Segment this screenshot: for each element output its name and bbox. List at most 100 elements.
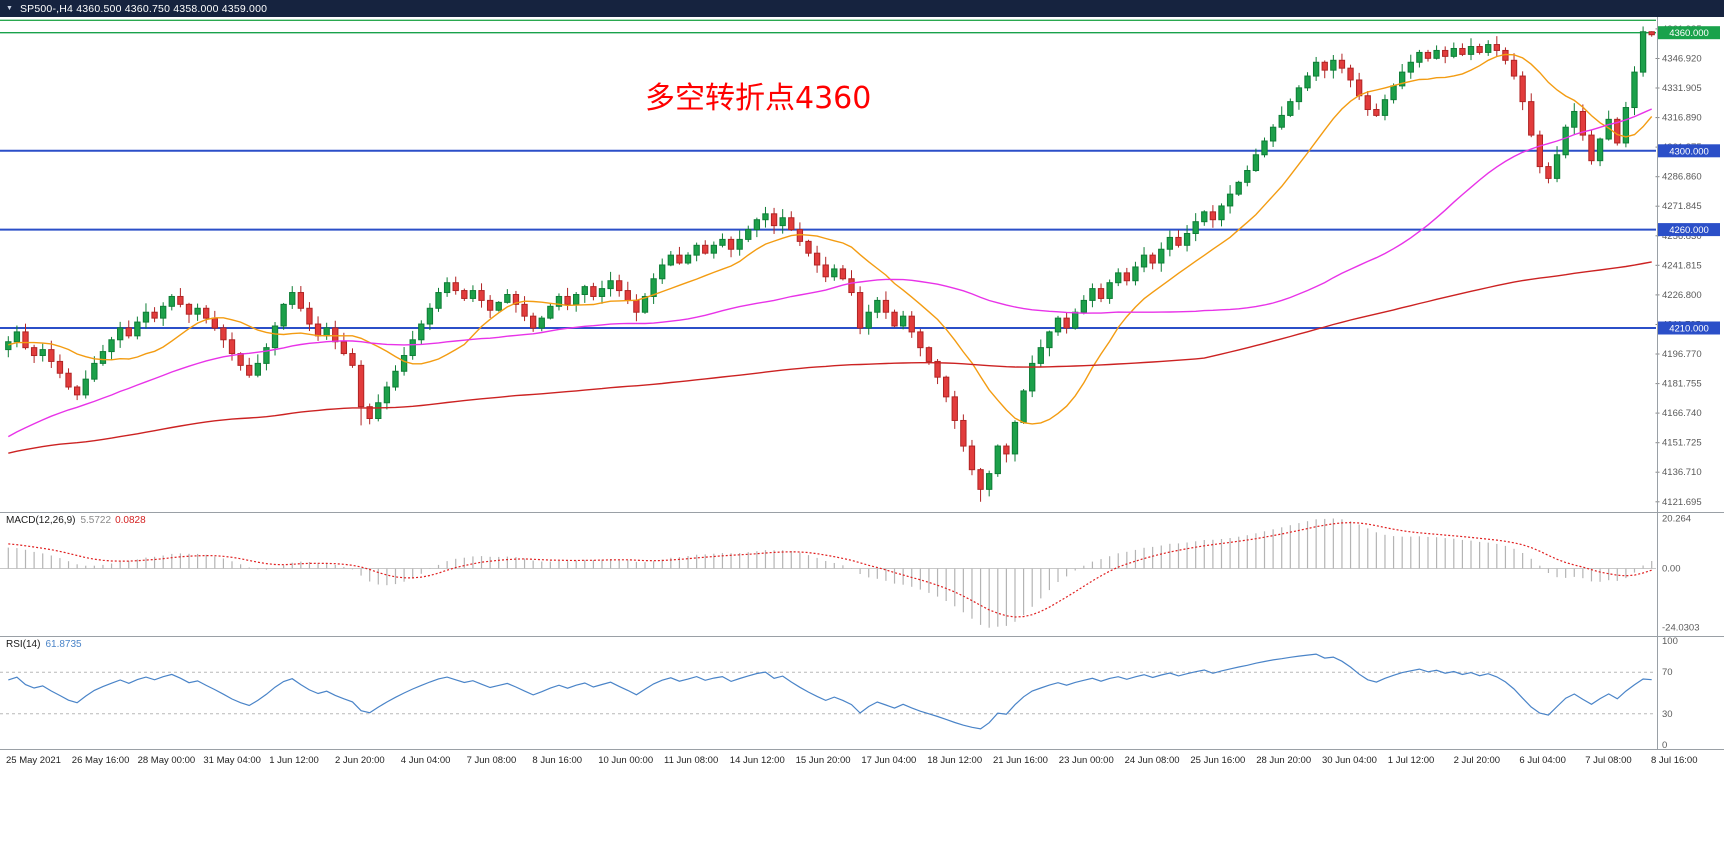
price-tick-label: 4241.815 <box>1662 260 1702 271</box>
chart-background[interactable] <box>0 17 1724 845</box>
time-axis-label: 24 Jun 08:00 <box>1125 755 1180 766</box>
candle-up <box>392 370 399 388</box>
candle-up <box>710 244 718 254</box>
candle-up <box>607 280 614 290</box>
candle-down <box>1063 317 1070 329</box>
time-axis-label: 25 Jun 16:00 <box>1190 755 1245 766</box>
price-level-badge <box>1658 144 1720 158</box>
macd-tick-label: -24.0303 <box>1662 623 1700 634</box>
candle-up <box>1192 221 1199 235</box>
time-axis-label: 28 May 00:00 <box>138 755 196 766</box>
candle-up <box>650 278 657 297</box>
symbol-dropdown-icon[interactable]: ▼ <box>6 5 13 12</box>
candle-up <box>254 362 261 376</box>
candle-down <box>151 311 158 319</box>
candle-up <box>1287 101 1294 116</box>
candle-up <box>762 213 769 221</box>
candle-down <box>839 268 847 280</box>
rsi-tick-label: 100 <box>1662 636 1678 647</box>
chart-area[interactable]: 4361.9354346.9204331.9054316.8904301.875… <box>0 17 1724 845</box>
candle-up <box>1089 288 1096 301</box>
price-tick-label: 4316.890 <box>1662 113 1702 124</box>
candle-down <box>1442 49 1449 57</box>
candle-down <box>848 278 855 294</box>
candle-down <box>1175 236 1182 246</box>
candle-down <box>1355 79 1363 97</box>
candle-up <box>1631 71 1638 109</box>
candle-up <box>418 323 425 341</box>
time-axis-label: 26 May 16:00 <box>72 755 130 766</box>
chart-titlebar[interactable]: ▼ SP500-,H4 4360.500 4360.750 4358.000 4… <box>0 0 1724 17</box>
candle-down <box>727 238 735 250</box>
chart-annotation[interactable]: 多空转折点4360 <box>645 81 872 116</box>
time-axis-label: 2 Jul 20:00 <box>1454 755 1500 766</box>
candle-up <box>504 294 511 303</box>
candle-down <box>203 307 210 319</box>
rsi-indicator-label: RSI(14) 61.8735 <box>6 639 82 650</box>
candle-up <box>736 238 743 250</box>
candle-down <box>297 292 305 309</box>
candle-up <box>426 307 434 325</box>
candle-down <box>1097 288 1105 299</box>
candle-down <box>349 353 356 366</box>
candle-down <box>185 303 193 315</box>
candle-down <box>512 294 520 305</box>
candle-up <box>280 303 287 327</box>
candle-up <box>581 286 588 296</box>
price-tick-label: 4196.770 <box>1662 349 1702 360</box>
candle-down <box>788 217 795 231</box>
candle-up <box>1295 87 1303 103</box>
candle-down <box>882 299 890 313</box>
price-tick-label: 4121.695 <box>1662 497 1702 508</box>
candle-up <box>1399 71 1406 87</box>
candle-down <box>461 290 468 299</box>
candle-up <box>1562 126 1569 156</box>
candle-down <box>633 299 640 313</box>
macd-value-signal: 0.0828 <box>115 515 146 526</box>
candle-up <box>1596 138 1604 162</box>
candle-down <box>1149 254 1156 264</box>
candle-down <box>1364 95 1371 111</box>
candle-down <box>977 469 984 490</box>
candle-up <box>108 339 115 353</box>
candle-up <box>1467 46 1475 55</box>
candle-up <box>271 325 279 349</box>
candle-up <box>1433 49 1440 59</box>
ma-slow-red-line <box>8 261 1652 454</box>
candle-up <box>1390 85 1397 101</box>
candle-down <box>56 360 64 374</box>
candle-down <box>616 280 623 292</box>
price-tick-label: 4271.845 <box>1662 201 1702 212</box>
candle-up <box>142 311 150 323</box>
candle-up <box>1054 317 1062 333</box>
time-axis-label: 23 Jun 00:00 <box>1059 755 1114 766</box>
candle-up <box>1639 31 1647 73</box>
candle-down <box>968 445 976 471</box>
candle-down <box>951 396 958 421</box>
candle-up <box>289 292 296 305</box>
candle-up <box>1235 181 1242 195</box>
candle-up <box>1072 311 1079 329</box>
candle-down <box>1648 31 1655 36</box>
candle-down <box>237 353 244 366</box>
candle-up <box>1046 331 1053 349</box>
candle-up <box>831 268 838 278</box>
time-axis-label: 1 Jul 12:00 <box>1388 755 1434 766</box>
price-level-badge <box>1658 26 1720 40</box>
candle-up <box>383 386 391 404</box>
time-axis-label: 11 Jun 08:00 <box>664 755 718 766</box>
time-axis-label: 28 Jun 20:00 <box>1256 755 1311 766</box>
candle-down <box>676 254 683 264</box>
chart-canvas[interactable]: 4361.9354346.9204331.9054316.8904301.875… <box>0 17 1724 845</box>
candle-up <box>91 362 98 380</box>
rsi-tick-label: 70 <box>1662 667 1673 678</box>
candle-down <box>624 290 631 301</box>
candle-up <box>1166 236 1174 250</box>
price-level-badge <box>1658 223 1720 237</box>
candle-up <box>1106 282 1113 299</box>
candle-down <box>908 315 915 333</box>
candle-down <box>590 286 597 297</box>
price-axis-area[interactable] <box>1658 17 1724 749</box>
candle-up <box>684 254 692 264</box>
candle-up <box>1450 47 1457 57</box>
